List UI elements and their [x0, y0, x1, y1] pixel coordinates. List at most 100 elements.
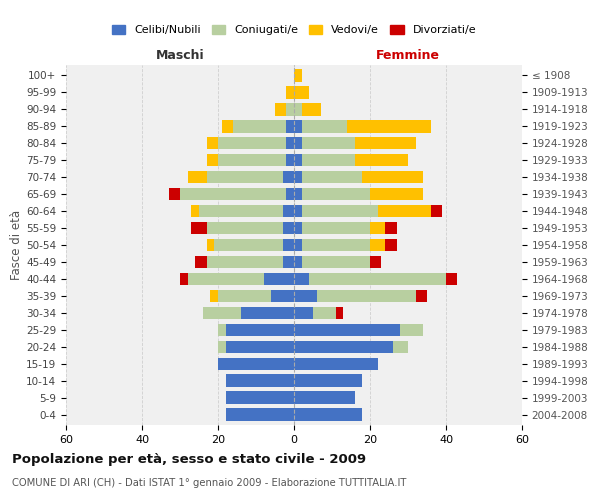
Bar: [286, 86, 294, 99]
Bar: [206, 222, 283, 234]
Bar: [233, 120, 286, 132]
Bar: [283, 170, 294, 183]
Bar: [263, 272, 294, 285]
Bar: [283, 238, 294, 252]
Bar: [313, 306, 336, 320]
Bar: [294, 204, 302, 218]
Bar: [355, 136, 416, 149]
Bar: [370, 256, 382, 268]
Bar: [302, 256, 370, 268]
Bar: [294, 340, 393, 353]
Bar: [370, 188, 423, 200]
Bar: [302, 222, 370, 234]
Bar: [294, 392, 355, 404]
Bar: [286, 103, 294, 116]
Bar: [302, 170, 362, 183]
Bar: [294, 136, 302, 149]
Bar: [377, 204, 431, 218]
Bar: [271, 290, 294, 302]
Bar: [188, 272, 263, 285]
Bar: [286, 154, 294, 166]
Bar: [226, 392, 294, 404]
Bar: [294, 306, 313, 320]
Bar: [302, 188, 370, 200]
Bar: [294, 222, 302, 234]
Text: Maschi: Maschi: [155, 48, 205, 62]
Bar: [226, 324, 294, 336]
Legend: Celibi/Nubili, Coniugati/e, Vedovi/e, Divorziati/e: Celibi/Nubili, Coniugati/e, Vedovi/e, Di…: [107, 20, 481, 40]
Text: Popolazione per età, sesso e stato civile - 2009: Popolazione per età, sesso e stato civil…: [12, 452, 366, 466]
Bar: [191, 222, 206, 234]
Bar: [294, 324, 400, 336]
Bar: [218, 358, 294, 370]
Bar: [302, 204, 377, 218]
Bar: [206, 136, 218, 149]
Bar: [286, 136, 294, 149]
Bar: [206, 238, 214, 252]
Bar: [294, 272, 309, 285]
Bar: [218, 290, 271, 302]
Bar: [283, 256, 294, 268]
Bar: [317, 290, 416, 302]
Bar: [294, 238, 302, 252]
Bar: [218, 324, 226, 336]
Bar: [169, 188, 180, 200]
Bar: [294, 170, 302, 183]
Bar: [294, 69, 302, 82]
Bar: [294, 120, 302, 132]
Bar: [214, 238, 283, 252]
Bar: [309, 272, 446, 285]
Bar: [294, 358, 377, 370]
Bar: [302, 103, 320, 116]
Bar: [199, 204, 283, 218]
Bar: [446, 272, 457, 285]
Bar: [180, 188, 286, 200]
Bar: [302, 154, 355, 166]
Bar: [302, 238, 370, 252]
Bar: [226, 408, 294, 421]
Bar: [218, 136, 286, 149]
Bar: [385, 238, 397, 252]
Bar: [370, 222, 385, 234]
Bar: [180, 272, 188, 285]
Bar: [302, 136, 355, 149]
Bar: [283, 222, 294, 234]
Bar: [294, 256, 302, 268]
Bar: [362, 170, 423, 183]
Bar: [294, 290, 317, 302]
Bar: [203, 306, 241, 320]
Bar: [336, 306, 343, 320]
Bar: [294, 408, 362, 421]
Bar: [294, 103, 302, 116]
Bar: [241, 306, 294, 320]
Bar: [416, 290, 427, 302]
Bar: [302, 120, 347, 132]
Bar: [294, 154, 302, 166]
Bar: [385, 222, 397, 234]
Bar: [370, 238, 385, 252]
Bar: [211, 290, 218, 302]
Bar: [347, 120, 431, 132]
Text: COMUNE DI ARI (CH) - Dati ISTAT 1° gennaio 2009 - Elaborazione TUTTITALIA.IT: COMUNE DI ARI (CH) - Dati ISTAT 1° genna…: [12, 478, 406, 488]
Y-axis label: Fasce di età: Fasce di età: [10, 210, 23, 280]
Bar: [393, 340, 408, 353]
Bar: [286, 120, 294, 132]
Bar: [206, 256, 283, 268]
Bar: [206, 170, 283, 183]
Bar: [294, 374, 362, 387]
Bar: [286, 188, 294, 200]
Bar: [283, 204, 294, 218]
Bar: [294, 86, 309, 99]
Text: Femmine: Femmine: [376, 48, 440, 62]
Bar: [400, 324, 423, 336]
Bar: [226, 374, 294, 387]
Bar: [218, 340, 226, 353]
Bar: [355, 154, 408, 166]
Bar: [218, 154, 286, 166]
Bar: [206, 154, 218, 166]
Bar: [188, 170, 206, 183]
Bar: [191, 204, 199, 218]
Bar: [222, 120, 233, 132]
Bar: [195, 256, 206, 268]
Bar: [431, 204, 442, 218]
